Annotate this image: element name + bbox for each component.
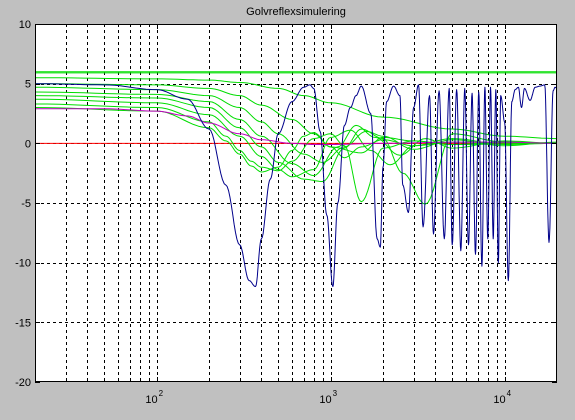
y-tick-label: -10	[15, 258, 31, 270]
x-tick-label: 103	[319, 389, 337, 406]
series-line-5	[34, 91, 557, 177]
x-tick-label-exponent: 4	[507, 389, 512, 398]
x-tick-label: 102	[145, 389, 163, 406]
chart-title: Golvreflexsimulering	[246, 6, 346, 18]
y-tick-label: 10	[19, 19, 31, 31]
series-line-2	[35, 77, 558, 140]
x-tick-label-base: 10	[493, 394, 505, 406]
x-tick-label: 104	[493, 389, 511, 406]
y-axis-labels: 10 5 0 -5 -10 -15 -20	[15, 19, 31, 389]
x-tick-label-base: 10	[319, 394, 331, 406]
series-line-6	[34, 95, 557, 205]
tick-marks	[35, 24, 557, 383]
y-tick-label: 0	[25, 138, 31, 150]
series-line-11	[35, 83, 558, 287]
x-tick-label-exponent: 3	[333, 389, 338, 398]
x-tick-label-exponent: 2	[159, 389, 164, 398]
series-line-10	[35, 108, 557, 145]
series-line-8	[35, 103, 558, 203]
y-tick-label: -15	[15, 317, 31, 329]
y-tick-label: -20	[15, 377, 31, 389]
series-layer	[34, 71, 558, 287]
y-tick-label: 5	[25, 79, 31, 91]
y-tick-label: -5	[21, 198, 31, 210]
x-tick-label-base: 10	[145, 394, 157, 406]
